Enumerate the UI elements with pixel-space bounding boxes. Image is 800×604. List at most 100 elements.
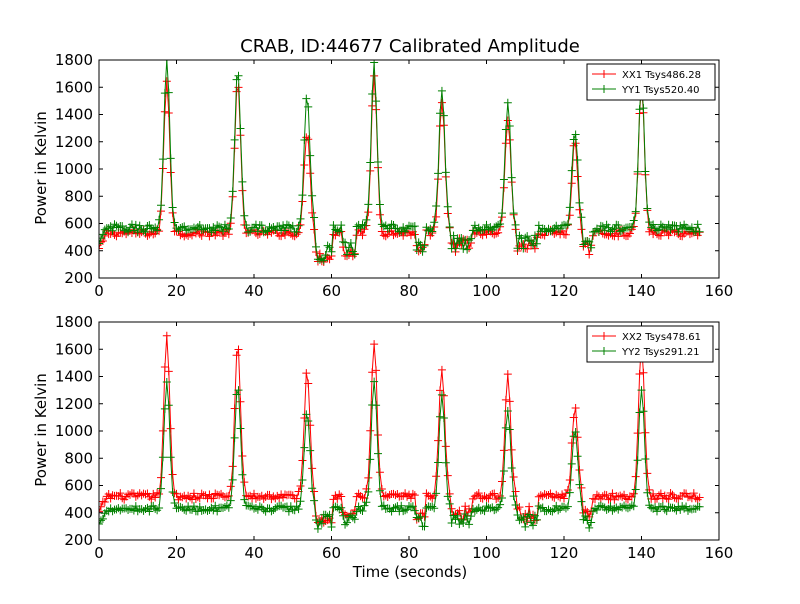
data-point	[162, 331, 171, 340]
data-point	[240, 478, 249, 487]
data-point	[135, 221, 144, 230]
data-point	[228, 475, 237, 484]
data-point	[629, 216, 638, 225]
data-point	[331, 225, 340, 234]
data-point	[618, 492, 627, 501]
data-point	[114, 223, 123, 232]
data-point	[503, 406, 512, 415]
data-point	[246, 227, 255, 236]
data-point	[253, 227, 262, 236]
data-point	[529, 241, 537, 250]
data-point	[339, 237, 348, 246]
top-legend: XX1 Tsys486.28 YY1 Tsys520.40	[586, 63, 716, 101]
data-point	[166, 453, 175, 462]
data-point	[434, 458, 443, 467]
data-point	[635, 105, 644, 114]
data-point	[288, 505, 297, 514]
data-point	[569, 413, 578, 422]
data-point	[362, 498, 371, 507]
data-point	[162, 378, 171, 387]
data-point	[463, 245, 472, 254]
data-point	[418, 247, 427, 256]
data-point	[296, 482, 305, 491]
x-tick-label: 20	[167, 282, 186, 300]
data-point	[406, 231, 415, 240]
data-point	[666, 225, 675, 234]
data-point	[649, 220, 658, 229]
data-point	[656, 220, 665, 229]
data-point	[441, 458, 450, 467]
data-point	[604, 223, 613, 232]
data-point	[374, 449, 382, 458]
data-point	[441, 168, 450, 177]
data-point	[420, 522, 429, 531]
data-point	[195, 220, 204, 229]
data-point	[447, 504, 456, 513]
data-point	[401, 506, 410, 515]
data-point	[99, 514, 107, 523]
data-point	[441, 442, 450, 451]
data-point	[443, 492, 452, 501]
data-point	[532, 515, 541, 524]
data-point	[124, 490, 133, 499]
x-tick-label: 120	[550, 282, 579, 300]
data-point	[434, 436, 443, 445]
data-point	[189, 489, 198, 498]
data-point	[350, 515, 359, 524]
data-point	[426, 492, 435, 501]
data-point	[507, 445, 516, 454]
y-tick-label: 1800	[55, 51, 93, 69]
data-point	[496, 500, 505, 509]
data-point	[625, 503, 634, 512]
data-point	[286, 490, 295, 499]
data-point	[153, 488, 162, 497]
data-point	[170, 218, 179, 227]
data-point	[381, 491, 390, 500]
data-point	[467, 512, 475, 521]
data-point	[282, 220, 291, 229]
data-point	[290, 506, 299, 515]
data-point	[354, 502, 363, 511]
data-point	[170, 499, 179, 508]
data-point	[397, 501, 406, 510]
data-point	[321, 251, 330, 260]
data-point	[166, 424, 175, 433]
data-point	[319, 256, 328, 265]
data-point	[151, 493, 160, 502]
data-point	[356, 492, 365, 501]
data-point	[596, 221, 605, 230]
data-point	[186, 493, 195, 502]
data-point	[306, 151, 315, 160]
data-point	[213, 507, 222, 516]
data-point	[157, 473, 165, 482]
data-point	[428, 227, 437, 236]
x-tick-label: 140	[627, 544, 656, 562]
data-point	[155, 489, 164, 498]
data-point	[437, 390, 446, 399]
data-point	[151, 504, 160, 513]
data-point	[352, 222, 361, 231]
data-point	[565, 211, 574, 220]
data-point	[573, 172, 582, 181]
data-point	[275, 494, 284, 503]
data-point	[672, 506, 681, 515]
data-point	[428, 502, 437, 511]
data-point	[116, 228, 125, 237]
data-point	[315, 255, 324, 264]
data-point	[391, 503, 400, 512]
data-point	[209, 494, 218, 503]
x-tick-label: 120	[550, 544, 579, 562]
data-point	[220, 502, 229, 511]
data-point	[571, 428, 580, 437]
data-point	[329, 221, 338, 230]
data-point	[99, 516, 105, 525]
data-point	[554, 492, 563, 501]
data-point	[99, 234, 105, 243]
data-point	[629, 502, 638, 511]
data-point	[571, 130, 580, 139]
data-point	[259, 228, 268, 237]
data-point	[581, 511, 590, 520]
data-point	[629, 489, 638, 498]
data-point	[242, 221, 251, 230]
